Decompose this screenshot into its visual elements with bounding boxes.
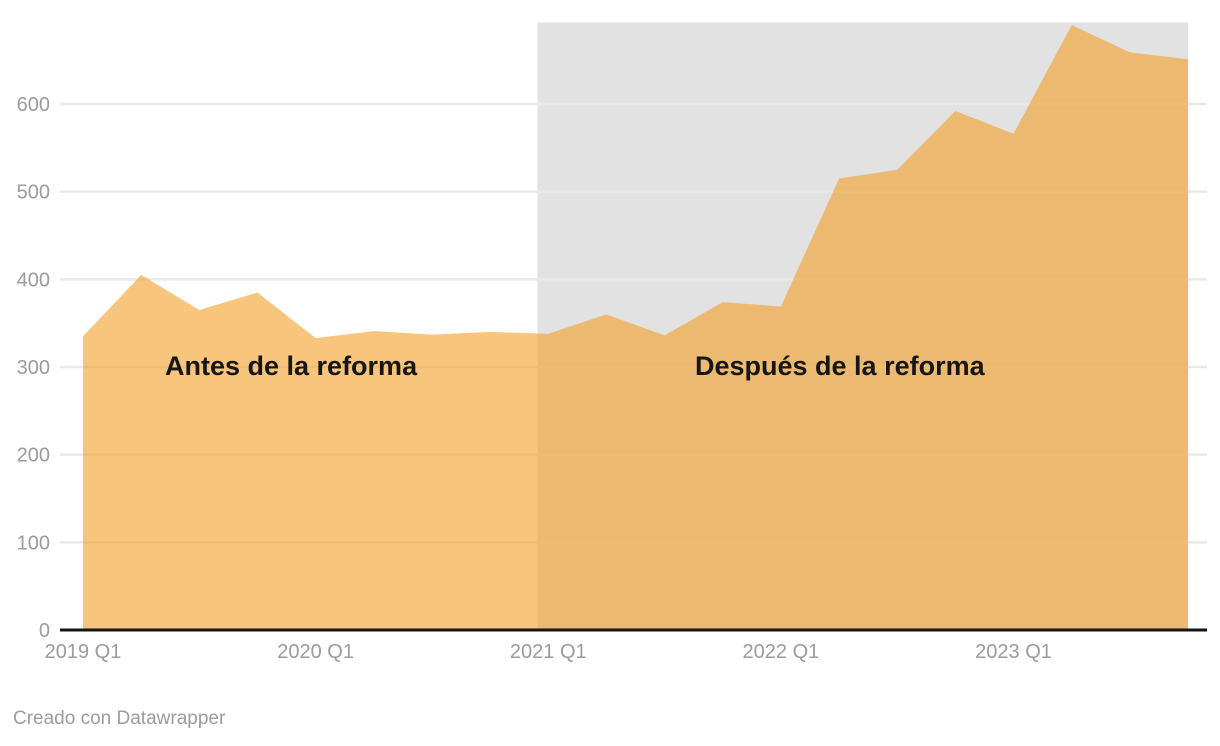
x-axis-tick-label: 2019 Q1 (45, 641, 122, 663)
y-axis-tick-label: 600 (17, 94, 50, 116)
x-axis-tick-label: 2020 Q1 (277, 641, 354, 663)
y-axis-tick-label: 200 (17, 445, 50, 467)
x-axis-tick-label: 2023 Q1 (975, 641, 1052, 663)
annotation-despues-de-la-reforma: Después de la reforma (695, 351, 985, 381)
annotation-antes-de-la-reforma: Antes de la reforma (165, 351, 418, 381)
x-axis-tick-label: 2022 Q1 (743, 641, 820, 663)
y-axis-tick-label: 0 (39, 620, 50, 642)
y-axis-tick-label: 400 (17, 269, 50, 291)
attribution-text: Creado con Datawrapper (13, 708, 226, 729)
area-series (83, 25, 1188, 631)
y-axis-tick-label: 300 (17, 357, 50, 379)
y-axis-tick-label: 500 (17, 182, 50, 204)
x-axis-line (60, 628, 1207, 632)
y-axis-tick-label: 100 (17, 532, 50, 554)
x-axis-tick-label: 2021 Q1 (510, 641, 587, 663)
